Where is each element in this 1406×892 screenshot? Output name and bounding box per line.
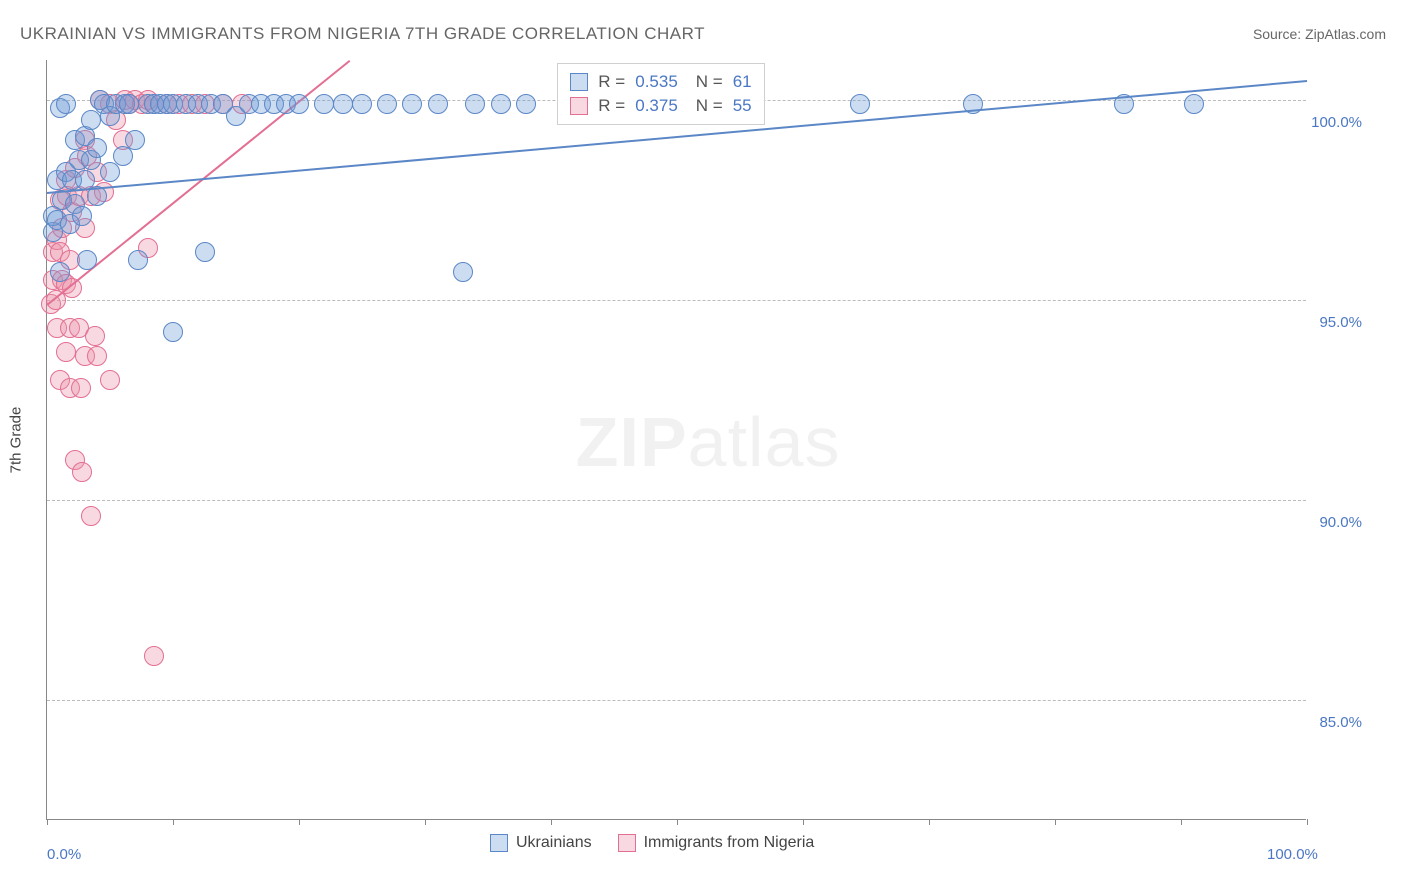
stats-box: R = 0.535 N = 61 R = 0.375 N = 55 [557,63,764,125]
data-point-ukrainians [402,94,422,114]
y-tick-label: 100.0% [1306,115,1362,130]
data-point-nigeria [100,370,120,390]
legend-item-nigeria: Immigrants from Nigeria [618,834,815,852]
x-tick [425,819,426,825]
n-label: N = [696,72,723,92]
legend-swatch-nigeria [618,834,636,852]
x-tick [47,819,48,825]
y-tick-label: 95.0% [1306,315,1362,330]
r-label: R = [598,72,625,92]
plot-wrap: 7th Grade 100.0%95.0%90.0%85.0%0.0%100.0… [46,60,1366,820]
x-tick-label-left: 0.0% [47,846,81,863]
data-point-ukrainians [100,162,120,182]
legend-item-ukrainians: Ukrainians [490,834,592,852]
data-point-nigeria [71,378,91,398]
data-point-ukrainians [1184,94,1204,114]
data-point-ukrainians [377,94,397,114]
chart-title: UKRAINIAN VS IMMIGRANTS FROM NIGERIA 7TH… [20,24,705,44]
data-point-nigeria [81,506,101,526]
r-label: R = [598,96,625,116]
data-point-ukrainians [77,250,97,270]
data-point-ukrainians [428,94,448,114]
data-point-ukrainians [453,262,473,282]
data-point-ukrainians [72,206,92,226]
x-tick [299,819,300,825]
data-point-ukrainians [195,242,215,262]
x-tick [929,819,930,825]
data-point-ukrainians [128,250,148,270]
data-point-ukrainians [314,94,334,114]
data-point-nigeria [87,346,107,366]
data-point-ukrainians [125,130,145,150]
x-tick [677,819,678,825]
y-tick-label: 85.0% [1306,715,1362,730]
x-tick [551,819,552,825]
data-point-ukrainians [87,138,107,158]
data-point-nigeria [85,326,105,346]
plot-area: 100.0%95.0%90.0%85.0%0.0%100.0%ZIPatlasR… [46,60,1306,820]
legend-swatch-ukrainians [490,834,508,852]
y-tick-label: 90.0% [1306,515,1362,530]
legend-swatch-nigeria [570,97,588,115]
watermark: ZIPatlas [576,402,841,482]
gridline [47,300,1306,301]
y-axis-title: 7th Grade [8,407,25,474]
data-point-ukrainians [119,94,139,114]
data-point-ukrainians [491,94,511,114]
stats-row-nigeria: R = 0.375 N = 55 [570,94,751,118]
source-label: Source: ZipAtlas.com [1253,26,1386,42]
bottom-legend: Ukrainians Immigrants from Nigeria [490,834,814,852]
data-point-ukrainians [81,110,101,130]
gridline [47,500,1306,501]
data-point-ukrainians [289,94,309,114]
data-point-ukrainians [56,94,76,114]
data-point-nigeria [56,342,76,362]
x-tick [1181,819,1182,825]
data-point-ukrainians [50,262,70,282]
legend-label-ukrainians: Ukrainians [516,834,592,852]
data-point-ukrainians [113,146,133,166]
data-point-ukrainians [465,94,485,114]
n-value-nigeria: 55 [733,96,752,116]
data-point-ukrainians [516,94,536,114]
x-tick [803,819,804,825]
data-point-ukrainians [163,322,183,342]
gridline [47,700,1306,701]
r-value-ukrainians: 0.535 [635,72,678,92]
x-tick [1055,819,1056,825]
r-value-nigeria: 0.375 [635,96,678,116]
x-tick [173,819,174,825]
data-point-ukrainians [333,94,353,114]
data-point-nigeria [72,462,92,482]
legend-swatch-ukrainians [570,73,588,91]
legend-label-nigeria: Immigrants from Nigeria [644,834,815,852]
x-tick [1307,819,1308,825]
x-tick-label-right: 100.0% [1267,846,1318,863]
data-point-nigeria [144,646,164,666]
data-point-ukrainians [850,94,870,114]
stats-row-ukrainians: R = 0.535 N = 61 [570,70,751,94]
n-label: N = [696,96,723,116]
n-value-ukrainians: 61 [733,72,752,92]
data-point-ukrainians [352,94,372,114]
